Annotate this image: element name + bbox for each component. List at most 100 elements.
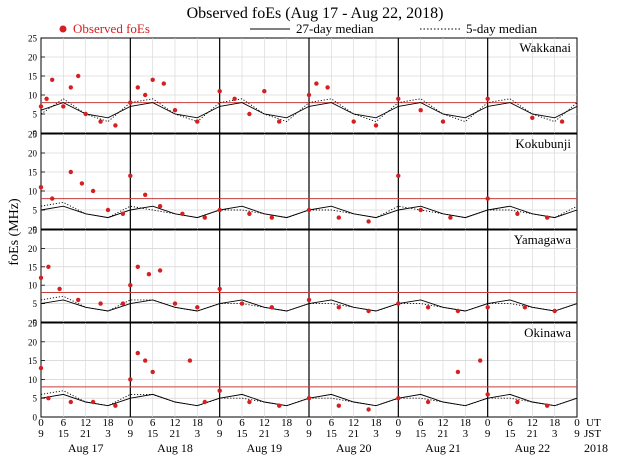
observed-point [314,81,319,86]
median27-series-line [40,299,578,312]
observed-point [425,399,431,405]
jst-tick-label: 9 [217,428,223,440]
legend-median27-label: 27-day median [296,21,374,36]
ut-tick-label: 18 [103,417,115,429]
observed-point [396,301,401,306]
ut-tick-label: 0 [574,417,580,429]
observed-point [306,207,312,213]
date-label: Aug 20 [336,441,372,455]
observed-point [351,119,356,124]
legend-observed-label: Observed foEs [73,21,150,36]
median5-series-line [40,98,578,123]
jst-tick-label: 15 [58,428,70,440]
observed-point [68,169,74,175]
date-label: Aug 21 [425,441,461,455]
y-tick-label: 10 [28,91,38,101]
jst-tick-label: 3 [552,428,558,440]
observed-point [90,399,96,405]
observed-point [146,272,152,277]
legend-observed-marker [59,25,67,33]
ut-tick-label: 6 [329,417,335,429]
observed-point [396,396,401,401]
observed-point [46,264,51,269]
observed-point [172,108,178,113]
y-tick-label: 15 [28,168,38,178]
ut-tick-label: 0 [38,417,44,429]
observed-point [306,396,312,401]
observed-point [98,119,103,124]
y-tick-label: 15 [28,356,38,366]
observed-point [195,119,200,124]
observed-point [157,204,163,209]
observed-point [113,403,118,408]
observed-point [50,77,55,83]
ut-tick-label: 6 [150,417,156,429]
y-tick-label: 0 [33,129,38,139]
observed-point [57,286,62,292]
observed-point [232,96,237,102]
date-label: Aug 17 [68,441,104,455]
observed-point [306,297,312,303]
observed-point [485,96,490,102]
observed-point [202,399,207,405]
y-tick-label: 25 [28,226,38,236]
observed-point [217,207,222,213]
observed-point [247,211,252,216]
jst-tick-label: 15 [505,428,517,440]
observed-point [217,286,222,292]
observed-point [105,207,111,213]
y-tick-label: 5 [33,206,38,216]
observed-point [128,100,133,105]
observed-point [157,268,163,273]
observed-point [83,111,88,117]
jst-tick-label: 9 [306,428,312,440]
observed-point [202,215,207,220]
observed-point [120,211,126,216]
ut-tick-label: 0 [396,417,402,429]
observed-point [50,196,55,201]
ut-tick-label: 18 [460,417,472,429]
jst-tick-label: 15 [326,428,338,440]
observed-point [269,305,274,310]
chart-title: Observed foEs (Aug 17 - Aug 22, 2018) [187,5,444,22]
y-tick-label: 5 [33,110,38,120]
panel-wakkanai: 0 5 10 15 20 25 Wakkanai [28,34,578,139]
ut-tick-label: 6 [239,417,245,429]
observed-point [68,399,74,405]
observed-point [150,369,155,375]
observed-point [217,89,222,94]
ut-tick-label: 18 [192,417,204,429]
observed-point [418,207,423,213]
y-tick-label: 5 [33,394,38,404]
panels: 0 5 10 15 20 25 Wakkanai 0 5 10 15 20 25 Kokubunji 0 5 1… [28,34,578,423]
observed-point [485,305,490,310]
observed-point [515,211,520,216]
observed-point [559,119,565,124]
station-label: Wakkanai [519,40,571,55]
observed-point [269,215,274,220]
observed-point [38,185,44,190]
y-tick-label: 20 [28,337,38,347]
jst-tick-label: 3 [463,428,469,440]
ut-tick-label: 18 [281,417,293,429]
observed-point [187,358,193,363]
y-tick-label: 0 [33,225,38,235]
observed-point [128,283,133,288]
observed-point [336,305,341,310]
jst-tick-label: 9 [128,428,134,440]
observed-point [396,96,401,102]
jst-tick-label: 3 [105,428,111,440]
x-axis: UT JST 2018 0961512211830961512211830961… [38,417,608,455]
observed-point [440,119,446,124]
jst-tick-label: 21 [259,428,270,440]
jst-tick-label: 21 [438,428,449,440]
y-tick-label: 20 [28,149,38,159]
median27-series-line [40,102,578,119]
date-label: Aug 22 [514,441,550,455]
observed-point [38,275,44,280]
jst-tick-label: 9 [396,428,402,440]
observed-point [113,123,118,128]
panel-yamagawa: 0 5 10 15 20 25 Yamagawa [28,226,578,328]
station-label: Yamagawa [514,232,571,247]
